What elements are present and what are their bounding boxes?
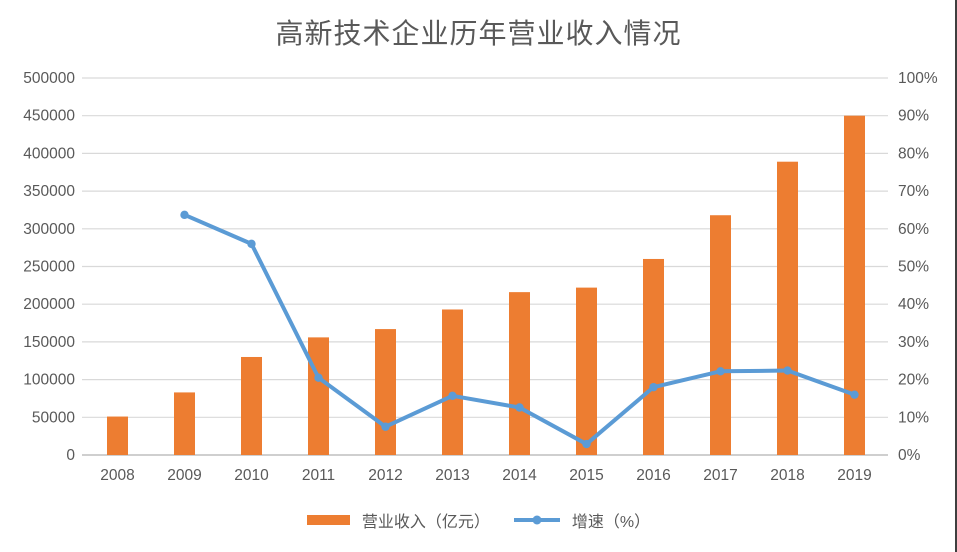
left-axis-tick-label: 100000 [23, 372, 75, 389]
left-axis-tick-label: 400000 [23, 145, 75, 162]
right-axis-tick-label: 30% [898, 334, 929, 351]
growth-line-marker [448, 391, 457, 401]
growth-line-marker [515, 403, 524, 412]
right-axis-tick-label: 100% [898, 70, 938, 87]
left-axis-tick-label: 0 [66, 447, 75, 464]
left-axis-tick-label: 500000 [23, 70, 75, 87]
growth-line-marker [649, 382, 658, 392]
left-axis-tick-label: 450000 [23, 108, 75, 125]
growth-line-marker [314, 373, 323, 382]
revenue-bar [241, 356, 262, 455]
right-axis-tick-label: 90% [898, 108, 929, 125]
x-axis-category-label: 2010 [234, 467, 269, 484]
right-axis-tick-label: 0% [898, 447, 921, 464]
right-axis-tick-label: 80% [898, 145, 929, 162]
right-axis-tick-label: 60% [898, 221, 929, 238]
right-axis-tick-label: 40% [898, 296, 929, 313]
revenue-bar [375, 329, 396, 455]
bar-series-legend-label: 营业收入（亿元） [361, 514, 490, 531]
growth-line-marker [582, 439, 591, 449]
revenue-bar [710, 215, 731, 455]
x-axis-category-label: 2012 [368, 467, 402, 484]
left-axis-tick-label: 250000 [23, 259, 75, 276]
line-marker-dot-icon [532, 515, 542, 525]
x-axis-category-label: 2018 [770, 467, 804, 484]
x-axis-category-label: 2008 [100, 467, 134, 484]
left-axis-tick-label: 200000 [23, 296, 75, 313]
x-axis-category-label: 2011 [302, 467, 335, 484]
x-axis-category-label: 2016 [636, 467, 670, 484]
revenue-bar [174, 392, 195, 455]
left-axis-tick-label: 50000 [32, 409, 75, 426]
x-axis-category-label: 2013 [435, 467, 469, 484]
line-series-swatch-icon [513, 515, 560, 525]
chart-title: 高新技术企业历年营业收入情况 [275, 19, 682, 50]
growth-line-marker [180, 210, 189, 220]
left-axis-tick-label: 300000 [23, 221, 75, 238]
right-axis-tick-label: 50% [898, 259, 929, 276]
growth-line-marker [716, 367, 725, 376]
revenue-bar [308, 337, 329, 455]
revenue-bar [442, 309, 463, 455]
right-axis-tick-label: 10% [898, 409, 929, 426]
bar-series-swatch-icon [306, 515, 350, 525]
x-axis-category-label: 2019 [837, 467, 871, 484]
right-edge-border [955, 0, 957, 552]
x-axis-category-label: 2015 [569, 467, 603, 484]
left-axis-tick-label: 350000 [23, 183, 75, 200]
line-series-legend-label: 增速（%） [571, 514, 651, 531]
revenue-bar [107, 416, 128, 455]
revenue-bar [844, 115, 865, 455]
x-axis-category-label: 2014 [502, 467, 537, 484]
revenue-bar [509, 292, 530, 455]
revenue-bar [643, 258, 664, 455]
left-axis-tick-label: 150000 [23, 334, 75, 351]
chart-legend: 营业收入（亿元） 增速（%） [0, 508, 957, 532]
growth-line-marker [850, 390, 859, 399]
x-axis-category-label: 2009 [167, 467, 201, 484]
growth-line-marker [381, 422, 390, 431]
growth-line-marker [247, 239, 256, 249]
growth-line-marker [783, 366, 792, 375]
revenue-bar [777, 161, 798, 455]
right-axis-tick-label: 20% [898, 372, 929, 389]
x-axis-category-label: 2017 [703, 467, 737, 484]
right-axis-tick-label: 70% [898, 183, 929, 200]
revenue-bar [576, 287, 597, 455]
